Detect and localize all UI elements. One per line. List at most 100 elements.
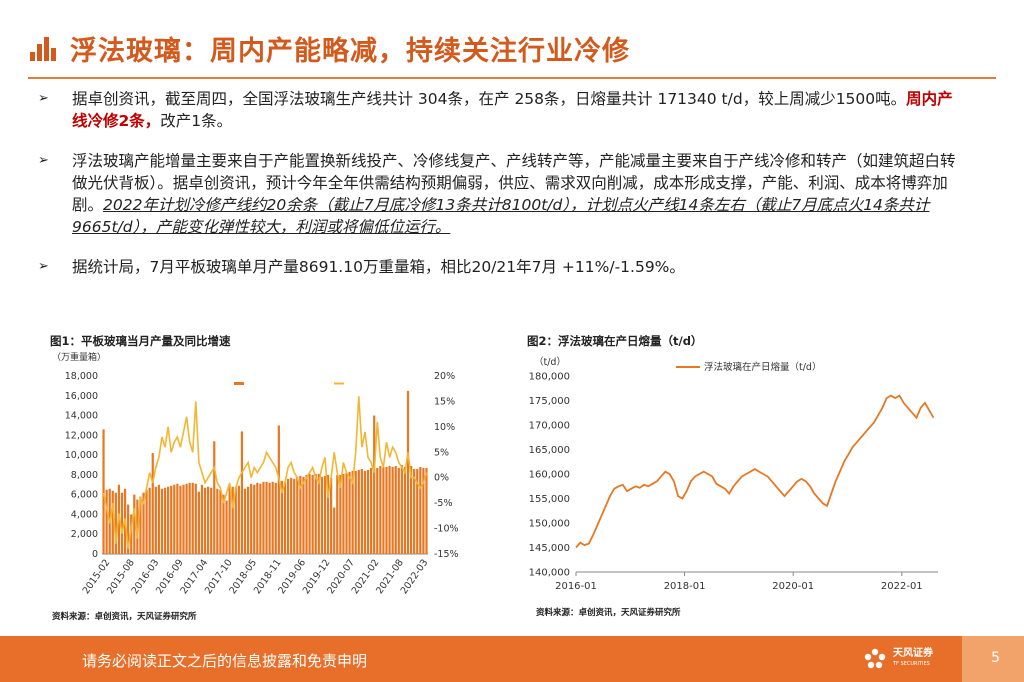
y-right-tick-label: 10% — [434, 422, 455, 433]
logo-name-cn: 天风证券 — [893, 648, 933, 659]
bar-mark — [206, 486, 210, 554]
y-left-tick-label: 6,000 — [71, 490, 98, 501]
yoy-line-series — [102, 396, 428, 550]
bar-mark — [154, 486, 157, 554]
page-number: 5 — [991, 650, 1000, 666]
bar-mark — [197, 491, 200, 554]
bar-mark — [142, 492, 145, 554]
figure2-caption: 图2：浮法玻璃在产日熔量（t/d） — [527, 334, 703, 348]
figure2-chart: （t/d） 180,000 175,000 170,000 165,000 160,000… — [529, 356, 938, 592]
bar-mark — [406, 390, 410, 554]
bar-mark — [379, 465, 382, 554]
company-logo: 天风证券 TF SECURITIES — [862, 644, 972, 674]
y-right-tick-label: 5% — [434, 447, 449, 458]
footer-accent-block — [962, 636, 1024, 682]
y-tick-label: 150,000 — [529, 519, 570, 530]
bar-mark — [290, 477, 293, 554]
y-left-tick-label: 16,000 — [65, 391, 98, 402]
disclaimer-text: 请务必阅读正文之后的信息披露和免责申明 — [82, 652, 368, 670]
bar-mark — [376, 467, 379, 554]
bar-mark — [271, 481, 274, 554]
bullet-arrow-icon: ➢ — [38, 91, 49, 106]
bar-mark — [151, 453, 154, 554]
legend-label: 浮法玻璃在产日熔量（t/d） — [704, 361, 821, 373]
y-tick-label: 140,000 — [529, 568, 570, 579]
y-left-tick-label: 12,000 — [65, 430, 98, 441]
figure1-caption: 图1：平板玻璃当月产量及同比增速 — [50, 334, 231, 348]
bar-mark — [216, 488, 219, 554]
bar-mark — [256, 482, 259, 554]
bar-mark — [403, 466, 407, 554]
bullet-item: ➢ 据卓创资讯，截至周四，全国浮法玻璃生产线共计 304条，在产 258条，日熔量… — [34, 88, 964, 132]
bar-mark — [373, 415, 376, 554]
bar-mark — [120, 492, 124, 554]
bar-mark — [222, 494, 225, 554]
bullet-item: ➢ 据统计局，7月平板玻璃单月产量8691.10万重量箱，相比20/21年7月 +… — [34, 256, 964, 278]
y-right-tick-label: -5% — [434, 498, 453, 509]
bar-mark — [173, 484, 176, 554]
bullet-item: ➢ 浮法玻璃产能增量主要来自于产能置换新线投产、冷修线复产、产线转产等，产能减量主… — [34, 150, 964, 238]
bullet-text-segment: 据统计局，7月平板玻璃单月产量8691.10万重量箱，相比20/21年7月 +1… — [72, 258, 685, 276]
bar-mark — [225, 500, 228, 554]
bar-mark — [148, 487, 151, 554]
bar-mark — [308, 473, 311, 554]
bar-mark — [102, 429, 105, 554]
bar-mark — [111, 490, 114, 554]
y-tick-label: 180,000 — [529, 372, 570, 383]
bar-mark — [250, 483, 253, 554]
bar-mark — [253, 484, 256, 554]
bullet-list: ➢ 据卓创资讯，截至周四，全国浮法玻璃生产线共计 304条，在产 258条，日熔量… — [34, 88, 964, 296]
bar-mark — [280, 480, 284, 554]
bar-mark — [182, 484, 185, 554]
bar-mark — [228, 485, 231, 554]
bullet-text-segment: 改产1条。 — [160, 112, 233, 130]
bar-mark — [157, 484, 161, 554]
bar-mark — [413, 468, 416, 554]
bar-mark — [136, 499, 139, 554]
y-tick-label: 155,000 — [529, 494, 570, 505]
bar-mark — [219, 489, 222, 554]
bar-mark — [357, 469, 360, 554]
bar-mark — [293, 478, 296, 554]
bar-mark — [185, 483, 188, 554]
bullet-text-segment: 周内产线冷修2条， — [72, 90, 953, 130]
bar-mark — [268, 482, 271, 554]
bar-mark — [320, 476, 324, 554]
logo-name-en: TF SECURITIES — [893, 661, 930, 667]
bullet-text: 据卓创资讯，截至周四，全国浮法玻璃生产线共计 304条，在产 258条，日熔量共… — [72, 88, 964, 132]
y-left-tick-label: 14,000 — [65, 411, 98, 422]
page-title-bar: 浮法玻璃：周内产能略减，持续关注行业冷修 — [30, 28, 630, 68]
bar-mark — [163, 487, 167, 554]
bullet-arrow-icon: ➢ — [38, 153, 49, 168]
bar-mark — [176, 483, 179, 554]
bar-mark — [213, 441, 216, 554]
bullet-text: 据统计局，7月平板玻璃单月产量8691.10万重量箱，相比20/21年7月 +1… — [72, 256, 964, 278]
page-title: 浮法玻璃：周内产能略减，持续关注行业冷修 — [70, 35, 630, 67]
bar-mark — [336, 474, 339, 554]
y-right-tick-label: -10% — [434, 524, 459, 535]
bullet-text: 浮法玻璃产能增量主要来自于产能置换新线投产、冷修线复产、产线转产等，产能减量主要… — [72, 150, 964, 238]
y-right-tick-label: 15% — [434, 396, 455, 407]
x-tick-label: 2022-01 — [881, 581, 923, 592]
bar-mark — [348, 471, 351, 554]
bar-mark — [145, 489, 148, 554]
bar-mark — [397, 467, 400, 554]
bar-mark — [286, 478, 290, 554]
y-tick-label: 175,000 — [529, 396, 570, 407]
bar-mark — [351, 470, 354, 554]
bar-mark — [419, 466, 422, 554]
figure2-source: 资料来源：卓创资讯，天风证券研究所 — [536, 608, 681, 618]
bar-mark — [105, 489, 108, 554]
figure1-unit-label: （万重量箱） — [52, 351, 106, 363]
bar-mark — [265, 481, 268, 554]
y-left-tick-label: 10,000 — [65, 450, 98, 461]
bar-mark — [360, 468, 363, 554]
bar-mark — [394, 465, 397, 554]
bar-mark — [385, 466, 388, 554]
figure1-source: 资料来源：卓创资讯，天风证券研究所 — [52, 612, 197, 622]
bar-mark — [114, 492, 117, 554]
y-right-tick-label: -15% — [434, 549, 459, 560]
bar-mark — [369, 467, 373, 554]
bar-mark — [382, 466, 385, 554]
bar-mark — [200, 484, 204, 554]
